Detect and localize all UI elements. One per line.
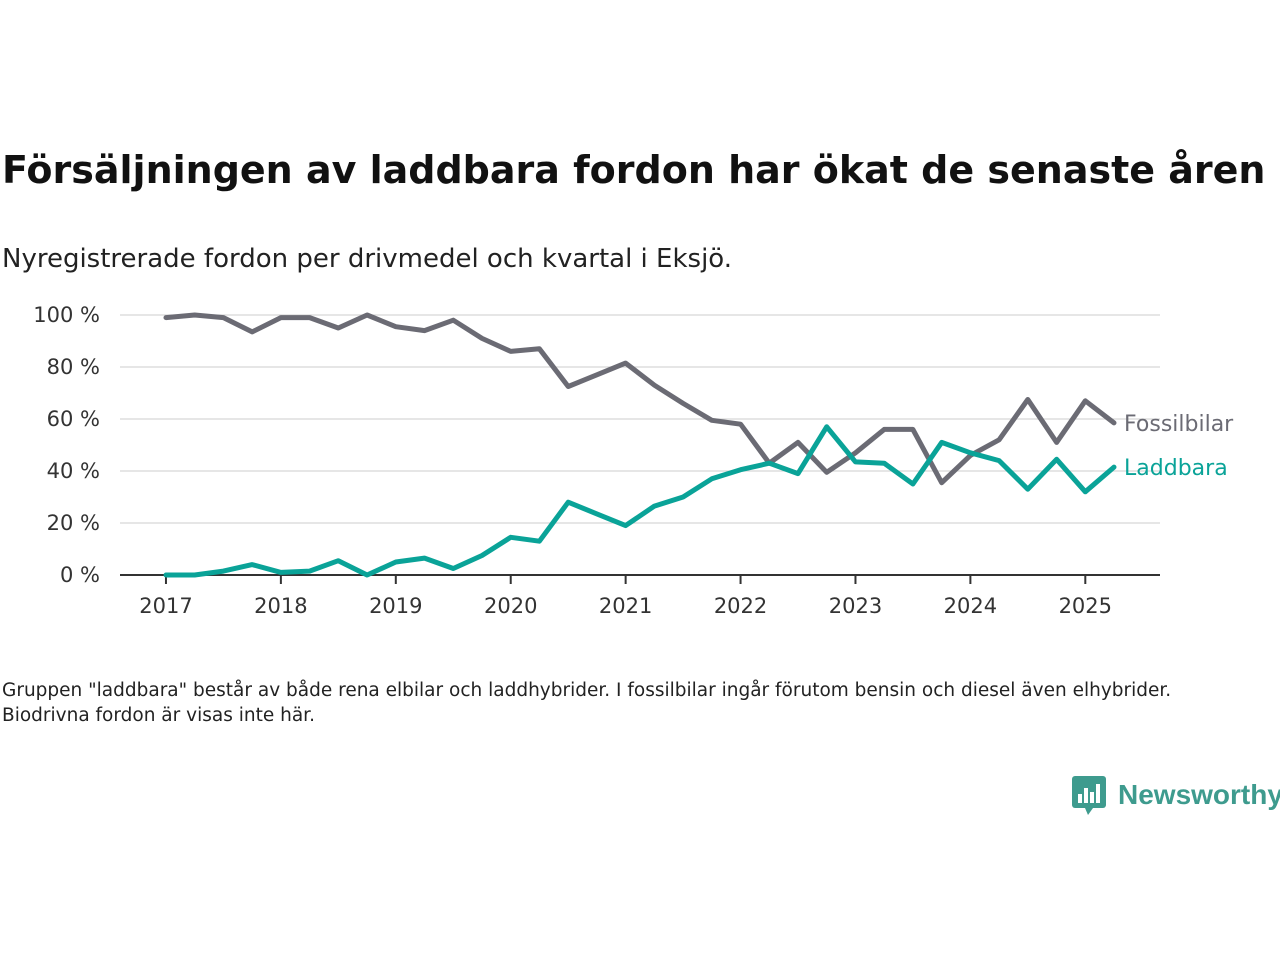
series-lines [163,312,1117,578]
line-chart: 0 % 20 % 40 % 60 % 80 % 100 % 2017 2018 2019 202… [33,303,1234,618]
series-label-fossilbilar: Fossilbilar [1124,412,1234,437]
x-tick-label: 2021 [599,594,652,618]
newsworthy-logo-icon [1072,776,1106,815]
x-tick-label: 2020 [484,594,537,618]
series-label-laddbara: Laddbara [1124,456,1228,481]
x-tick-label: 2025 [1059,594,1112,618]
series-line-fossilbilar [163,312,1117,486]
x-tick-label: 2023 [829,594,882,618]
chart-title: Försäljningen av laddbara fordon har öka… [2,148,1266,192]
footnote: Gruppen "laddbara" består av både rena e… [2,680,1172,726]
series-line-laddbara [163,424,1117,578]
y-tick-label: 20 % [47,511,100,535]
series-labels: Fossilbilar Laddbara [1124,412,1234,481]
y-tick-label: 60 % [47,407,100,431]
chart-subtitle: Nyregistrerade fordon per drivmedel och … [2,244,733,274]
x-axis: 2017 2018 2019 2020 2021 2022 2023 2024 2025 [120,574,1160,618]
grid-lines [120,314,1160,524]
y-tick-label: 0 % [60,563,100,587]
x-tick-label: 2017 [139,594,192,618]
x-tick-label: 2024 [944,594,997,618]
x-tick-label: 2022 [714,594,767,618]
y-axis: 0 % 20 % 40 % 60 % 80 % 100 % [33,303,100,587]
y-tick-label: 80 % [47,355,100,379]
x-tick-label: 2018 [254,594,307,618]
x-tick-label: 2019 [369,594,422,618]
y-tick-label: 100 % [33,303,100,327]
y-tick-label: 40 % [47,459,100,483]
brand-name: Newsworthy [1118,779,1280,810]
brand-logo: Newsworthy [1072,774,1280,816]
